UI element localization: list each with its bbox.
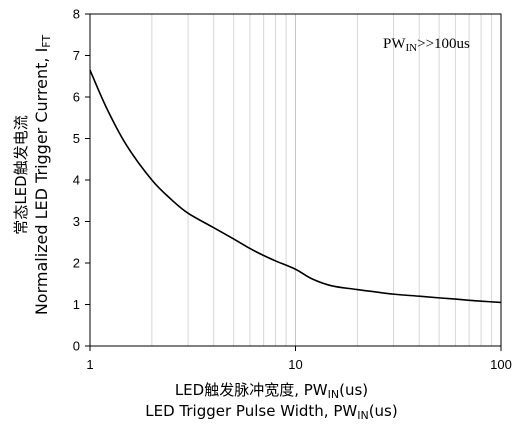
y-tick-label: 7 — [73, 48, 80, 63]
x-axis-label-line1: LED触发脉冲宽度, PWIN(us) — [175, 381, 368, 401]
series-layer — [89, 69, 502, 304]
x-axis-label-line2-sub: IN — [357, 409, 368, 422]
x-axis-label-line2: LED Trigger Pulse Width, PWIN(us) — [145, 402, 397, 422]
y-tick-label: 2 — [73, 256, 80, 271]
y-tick-label: 1 — [73, 297, 80, 312]
x-axis-label-line1-tail: (us) — [339, 381, 368, 399]
annotation-sub: IN — [406, 42, 418, 54]
x-axis-label-line1-main: LED触发脉冲宽度, PW — [175, 381, 328, 399]
x-axis-label-line1-sub: IN — [328, 388, 339, 401]
x-tick-label: 10 — [288, 357, 302, 372]
x-tick-label: 1 — [86, 357, 93, 372]
y-tick-label: 4 — [73, 173, 80, 188]
y-tick-label: 3 — [73, 214, 80, 229]
x-axis-label-line2-main: LED Trigger Pulse Width, PW — [145, 402, 357, 420]
y-tick-label: 6 — [73, 90, 80, 105]
y-axis-label-line2-sub: FT — [40, 35, 53, 48]
x-tick-label: 100 — [490, 357, 512, 372]
x-axis-label-line2-tail: (us) — [369, 402, 398, 420]
y-tick-label: 0 — [73, 339, 80, 354]
y-tick-label: 8 — [73, 7, 80, 22]
y-axis-label-line2: Normalized LED Trigger Current, IFT — [32, 35, 53, 316]
annotation-tail: >>100us — [417, 36, 470, 52]
y-axis-label-line2-main: Normalized LED Trigger Current, I — [32, 48, 51, 316]
grid-lines — [151, 14, 493, 346]
annotation-main: PW — [383, 36, 406, 52]
y-axis-label-line1: 常态LED触发电流 — [12, 115, 30, 234]
y-tick-label: 5 — [73, 131, 80, 146]
series-line — [89, 69, 502, 304]
annotation-label: PWIN>>100us — [383, 36, 470, 54]
